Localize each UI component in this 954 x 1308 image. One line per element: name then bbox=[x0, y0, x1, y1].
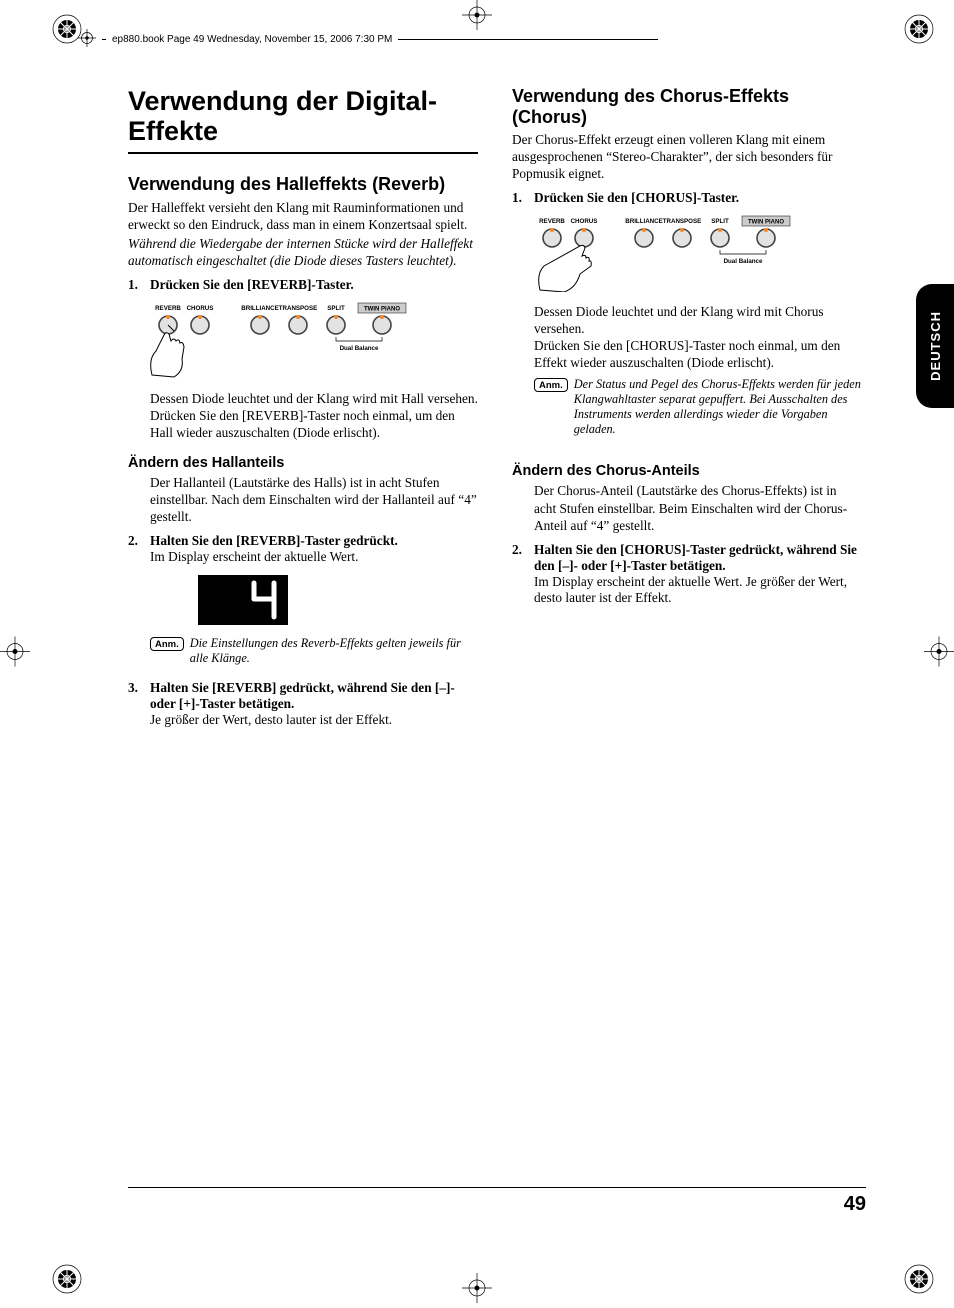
print-header: ep880.book Page 49 Wednesday, November 1… bbox=[78, 29, 658, 50]
language-tab: DEUTSCH bbox=[916, 284, 954, 408]
step-text: Drücken Sie den [REVERB]-Taster. bbox=[150, 277, 354, 293]
step-number: 2. bbox=[128, 533, 142, 565]
registration-mark-icon bbox=[78, 29, 96, 50]
subsection-heading: Ändern des Chorus-Anteils bbox=[512, 463, 862, 479]
body-text: Der Chorus-Anteil (Lautstärke des Chorus… bbox=[534, 482, 862, 533]
note-text: Die Einstellungen des Reverb-Effekts gel… bbox=[190, 636, 478, 666]
display-diagram bbox=[198, 575, 478, 630]
subsection-heading: Ändern des Hallanteils bbox=[128, 455, 478, 471]
step-number: 2. bbox=[512, 542, 526, 606]
registration-mark-icon bbox=[902, 1262, 936, 1296]
svg-text:SPLIT: SPLIT bbox=[327, 305, 345, 312]
registration-mark-icon bbox=[50, 1262, 84, 1296]
step-number: 3. bbox=[128, 680, 142, 728]
step-number: 1. bbox=[128, 277, 142, 293]
body-text: Drücken Sie den [CHORUS]-Taster noch ein… bbox=[534, 337, 862, 371]
svg-text:CHORUS: CHORUS bbox=[571, 218, 598, 225]
svg-text:BRILLIANCE: BRILLIANCE bbox=[625, 218, 662, 225]
note-text: Der Status und Pegel des Chorus-Effekts … bbox=[574, 377, 862, 437]
svg-text:Dual Balance: Dual Balance bbox=[340, 345, 379, 352]
body-text: Dessen Diode leuchtet und der Klang wird… bbox=[150, 390, 478, 407]
body-text: Je größer der Wert, desto lauter ist der… bbox=[150, 712, 478, 728]
svg-text:TRANSPOSE: TRANSPOSE bbox=[663, 218, 702, 225]
svg-text:REVERB: REVERB bbox=[539, 218, 565, 225]
page-title: Verwendung der Digital-Effekte bbox=[128, 86, 478, 146]
section-heading-chorus: Verwendung des Chorus-Effekts (Chorus) bbox=[512, 86, 862, 127]
note-badge: Anm. bbox=[150, 637, 184, 651]
svg-text:TWIN PIANO: TWIN PIANO bbox=[748, 220, 784, 226]
header-text: ep880.book Page 49 Wednesday, November 1… bbox=[112, 34, 392, 45]
registration-mark-icon bbox=[902, 12, 936, 46]
svg-text:Dual Balance: Dual Balance bbox=[724, 258, 763, 265]
body-text: Dessen Diode leuchtet und der Klang wird… bbox=[534, 303, 862, 337]
crop-mark-icon bbox=[924, 637, 954, 672]
body-text: Drücken Sie den [REVERB]-Taster noch ein… bbox=[150, 407, 478, 441]
title-rule bbox=[128, 152, 478, 154]
button-panel-diagram: REVERB CHORUS BRILLIANCE TRANSPOSE SPLIT… bbox=[534, 214, 862, 297]
page-number: 49 bbox=[844, 1193, 866, 1216]
body-text: Der Halleffekt versieht den Klang mit Ra… bbox=[128, 199, 478, 233]
left-column: Verwendung der Digital-Effekte Verwendun… bbox=[128, 86, 478, 728]
step-number: 1. bbox=[512, 190, 526, 206]
step-text: Drücken Sie den [CHORUS]-Taster. bbox=[534, 190, 739, 206]
body-text: Der Chorus-Effekt erzeugt einen volleren… bbox=[512, 131, 862, 182]
svg-text:REVERB: REVERB bbox=[155, 305, 181, 312]
svg-text:TRANSPOSE: TRANSPOSE bbox=[279, 305, 318, 312]
body-text: Im Display erscheint der aktuelle Wert. … bbox=[534, 574, 862, 606]
button-panel-diagram: REVERB CHORUS BRILLIANCE TRANSPOSE SPLIT… bbox=[150, 301, 478, 384]
right-column: Verwendung des Chorus-Effekts (Chorus) D… bbox=[512, 86, 862, 728]
svg-text:SPLIT: SPLIT bbox=[711, 218, 729, 225]
svg-text:CHORUS: CHORUS bbox=[187, 305, 214, 312]
step-text: Halten Sie den [REVERB]-Taster gedrückt. bbox=[150, 533, 398, 549]
body-text: Während die Wiedergabe der internen Stüc… bbox=[128, 235, 478, 269]
crop-mark-icon bbox=[0, 637, 30, 672]
svg-text:TWIN PIANO: TWIN PIANO bbox=[364, 307, 400, 313]
note-badge: Anm. bbox=[534, 378, 568, 392]
body-text: Im Display erscheint der aktuelle Wert. bbox=[150, 549, 398, 565]
step-text: Halten Sie den [CHORUS]-Taster gedrückt,… bbox=[534, 542, 862, 574]
footer-rule bbox=[128, 1187, 866, 1188]
body-text: Der Hallanteil (Lautstärke des Halls) is… bbox=[150, 474, 478, 525]
crop-mark-icon bbox=[462, 1273, 492, 1308]
step-text: Halten Sie [REVERB] gedrückt, während Si… bbox=[150, 680, 478, 712]
svg-text:BRILLIANCE: BRILLIANCE bbox=[241, 305, 278, 312]
section-heading-reverb: Verwendung des Halleffekts (Reverb) bbox=[128, 174, 478, 195]
